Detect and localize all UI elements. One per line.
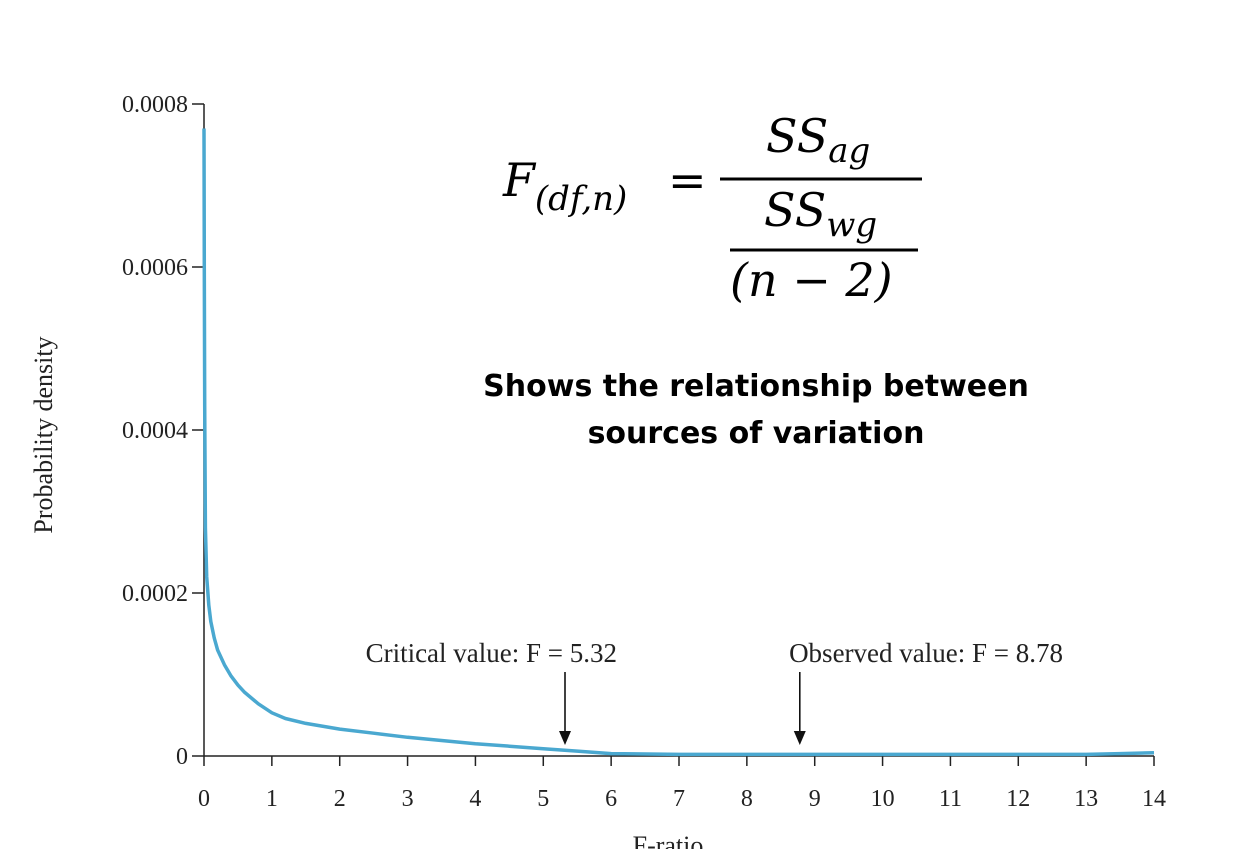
y-ticks: 0 0.0002 0.0004 0.0006 0.0008 [122,92,204,770]
x-tick-label: 6 [605,786,617,812]
x-ticks: 0 1 2 3 4 5 6 7 8 9 10 11 12 13 14 [198,756,1166,812]
x-tick-label: 12 [1006,786,1030,812]
formula-lhs: F(df,n) [502,153,627,219]
f-ratio-formula: F(df,n) = SSag SSwg (n − 2) [502,109,922,307]
x-tick-label: 1 [266,786,278,812]
critical-value-label: Critical value: F = 5.32 [366,638,617,668]
x-tick-label: 9 [809,786,821,812]
formula-denominator-top: SSwg [764,183,877,245]
x-tick-label: 0 [198,786,210,812]
y-tick-label: 0.0008 [122,92,188,118]
x-tick-label: 11 [939,786,962,812]
y-tick-label: 0.0004 [122,418,188,444]
caption-line-1: Shows the relationship between [483,369,1029,404]
x-tick-label: 8 [741,786,753,812]
annotations: Critical value: F = 5.32 Observed value: … [366,638,1063,745]
arrow-head [559,731,571,745]
x-tick-label: 7 [673,786,685,812]
x-tick-label: 10 [871,786,895,812]
caption-line-2: sources of variation [588,416,925,451]
formula-equals: = [668,153,707,207]
y-tick-label: 0.0006 [122,255,188,281]
y-axis-title: Probability density [29,336,58,533]
y-tick-label: 0.0002 [122,581,188,607]
formula-denominator-bottom: (n − 2) [730,253,893,307]
x-axis-title: F-ratio [633,831,704,849]
x-tick-label: 3 [402,786,414,812]
x-tick-label: 13 [1074,786,1098,812]
density-curve [202,128,1155,757]
formula-numerator: SSag [766,109,870,171]
x-tick-label: 2 [334,786,346,812]
x-tick-label: 14 [1142,786,1166,812]
arrow-head [793,731,806,745]
y-tick-label: 0 [176,744,188,770]
observed-value-label: Observed value: F = 8.78 [789,638,1063,668]
x-tick-label: 5 [537,786,549,812]
x-tick-label: 4 [469,786,481,812]
